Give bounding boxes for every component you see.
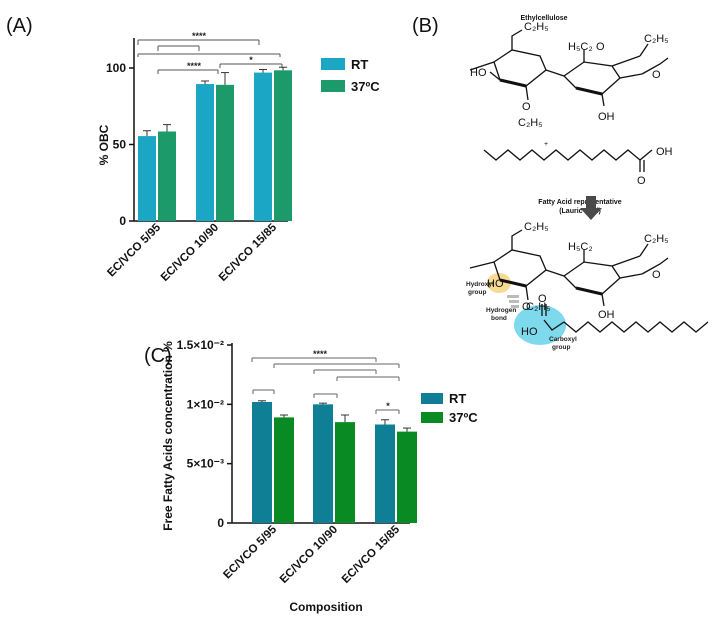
- legend-a-37-swatch: [321, 80, 345, 92]
- complex-structure: [469, 229, 709, 333]
- sig-c-1: ****: [313, 349, 328, 359]
- carboxyl-highlight: [514, 305, 566, 345]
- plus-sign: +: [544, 141, 548, 148]
- lauric-acid-label: (Lauric acid): [559, 208, 601, 215]
- oh-label: OH: [598, 309, 615, 321]
- legend-a-rt-label: RT: [351, 57, 368, 72]
- oh-label: OH: [656, 146, 673, 158]
- hydroxyl-group-label: Hydroxyl: [466, 281, 494, 288]
- ho-label: HO: [487, 278, 504, 290]
- o-label: O: [522, 301, 531, 313]
- bar-a-0-0: [138, 136, 156, 221]
- chemical-scheme: Ethylcellulose C₂H₅ HO O C₂H₅ H₅C₂ O C₂H…: [466, 15, 709, 351]
- chart-a-ylabel: % OBC: [97, 124, 111, 165]
- bar-a-0-1: [158, 131, 176, 221]
- legend-a-37-label: 37ºC: [351, 79, 380, 94]
- bar-a-1-0: [196, 84, 214, 221]
- c2h5-label: C₂H₅: [644, 33, 669, 45]
- fatty-acid-label: Fatty Acid representative: [538, 199, 621, 206]
- bar-a-1-1: [216, 84, 234, 221]
- chart-a-category-label: EC/VCO 5/95: [105, 221, 163, 279]
- sig-c-2: *: [386, 401, 390, 411]
- bar-a-2-0: [254, 72, 272, 221]
- bar-c-0-0: [252, 401, 272, 523]
- bar-c-1-0: [313, 404, 333, 523]
- bar-a-2-1: [274, 70, 292, 221]
- lauric-acid-chain: [483, 149, 653, 161]
- ethylcellulose-structure: [469, 29, 669, 107]
- bar-c-0-1: [274, 417, 294, 523]
- bar-c-2-1: [397, 431, 417, 523]
- hydrogen-bond-icon: [507, 295, 519, 308]
- panel-label-b: (B): [412, 15, 439, 37]
- c2h5-label: C₂H₅: [518, 117, 543, 129]
- hydrogen-bond-label: Hydrogen: [486, 307, 516, 314]
- o-label: O: [652, 69, 661, 81]
- chart-c: Free Fatty Acids concentration % Composi…: [161, 338, 478, 614]
- c2h5-label: C₂H₅: [526, 301, 551, 313]
- panel-label-a: (A): [6, 15, 33, 37]
- legend-c-37-swatch: [421, 412, 443, 423]
- sig-a-2: ****: [187, 61, 202, 71]
- chart-c-xlabel: Composition: [289, 600, 362, 614]
- h5c2-label: H₅C₂: [568, 41, 593, 53]
- chart-a-legend: RT 37ºC: [321, 57, 380, 94]
- sig-a-1: ****: [192, 31, 207, 41]
- c2h5-label: C₂H₅: [524, 21, 549, 33]
- o-label: O: [522, 101, 531, 113]
- chart-a-category-label: EC/VCO 15/85: [217, 221, 280, 284]
- hydroxyl-group-label-2: group: [468, 289, 486, 296]
- chart-a-ytick-label: 0: [119, 214, 126, 228]
- chart-c-category-label: EC/VCO 15/85: [340, 523, 403, 586]
- oh-label: OH: [598, 111, 615, 123]
- chart-a-category-label: EC/VCO 10/90: [159, 222, 221, 284]
- sig-a-3: *: [249, 55, 253, 65]
- ho-label: HO: [521, 326, 538, 338]
- carboxyl-group-label-2: group: [552, 344, 570, 351]
- chart-c-ytick-label: 1×10⁻²: [187, 397, 224, 411]
- legend-c-rt-label: RT: [449, 391, 466, 406]
- chart-c-ylabel: Free Fatty Acids concentration %: [161, 341, 175, 531]
- chart-c-ytick-label: 5×10⁻³: [187, 457, 224, 471]
- chart-a-ytick-label: 50: [113, 138, 127, 152]
- hydroxyl-highlight: [487, 273, 511, 293]
- bar-c-2-0: [375, 424, 395, 523]
- bar-c-1-1: [335, 422, 355, 523]
- o-label: O: [637, 175, 646, 187]
- o-label: O: [652, 269, 661, 281]
- legend-c-rt-swatch: [421, 393, 443, 404]
- panel-label-c: (C): [144, 345, 172, 367]
- chart-c-ytick-label: 1.5×10⁻²: [177, 338, 224, 352]
- h5c2-label: H₅C₂: [568, 241, 593, 253]
- chart-c-legend: RT 37ºC: [421, 391, 478, 425]
- chart-a-ytick-label: 100: [106, 61, 126, 75]
- c2h5-label: C₂H₅: [524, 221, 549, 233]
- c2h5-label: C₂H₅: [644, 233, 669, 245]
- o-label: O: [596, 41, 605, 53]
- chart-c-category-label: EC/VCO 10/90: [278, 524, 340, 586]
- carboxyl-group-label: Carboxyl: [549, 336, 577, 343]
- chart-a-significance: **** **** *: [137, 31, 283, 74]
- legend-a-rt-swatch: [321, 58, 345, 70]
- o-label: O: [538, 293, 547, 305]
- ho-label: HO: [470, 67, 487, 79]
- chart-c-significance: **** *: [251, 349, 400, 414]
- hydrogen-bond-label-2: bond: [491, 315, 507, 322]
- chart-c-ytick-label: 0: [217, 516, 224, 530]
- chart-c-category-label: EC/VCO 5/95: [221, 523, 279, 581]
- legend-c-37-label: 37ºC: [449, 410, 478, 425]
- ethylcellulose-title: Ethylcellulose: [520, 15, 567, 22]
- reaction-arrow: [580, 196, 602, 220]
